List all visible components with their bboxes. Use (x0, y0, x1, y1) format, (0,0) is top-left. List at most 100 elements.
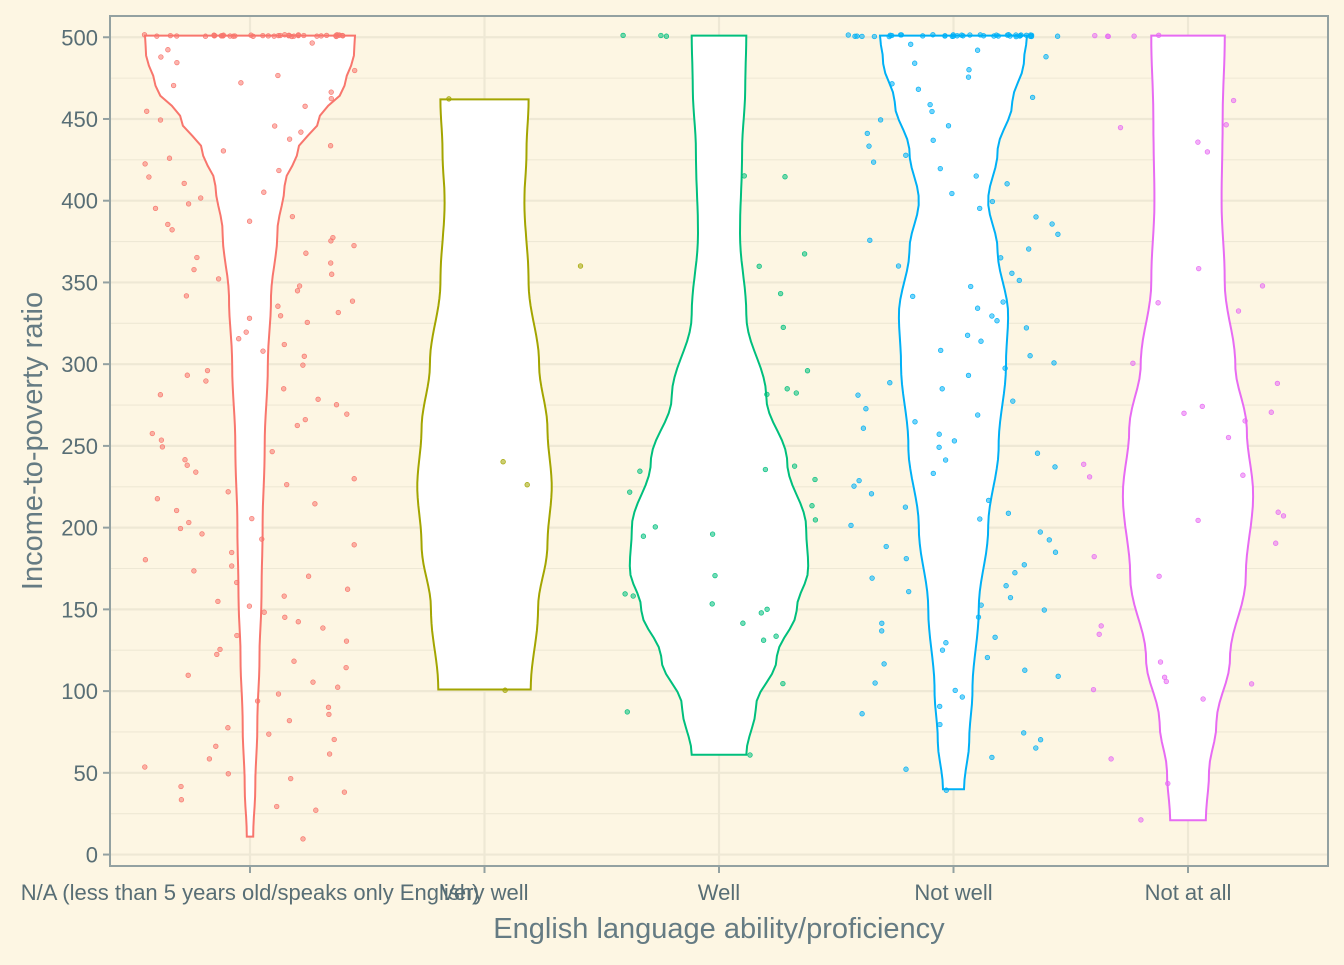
y-tick-label: 250 (61, 434, 98, 459)
data-point (577, 263, 584, 269)
data-point (1131, 33, 1137, 39)
data-point (860, 425, 867, 431)
data-point (994, 318, 1000, 324)
data-point (288, 775, 294, 782)
data-point (1043, 54, 1049, 60)
data-point (524, 482, 530, 488)
data-point (709, 531, 716, 537)
x-axis-title: English language ability/proficiency (493, 913, 945, 945)
data-point (906, 588, 912, 595)
data-point (296, 283, 303, 289)
data-point (977, 205, 983, 212)
data-point (177, 525, 184, 532)
data-point (274, 803, 280, 810)
data-point (246, 315, 253, 321)
data-point (898, 32, 905, 38)
data-point (309, 40, 315, 46)
data-point (912, 419, 918, 425)
data-point (1051, 360, 1057, 366)
data-point (712, 572, 718, 579)
data-point (630, 593, 636, 599)
data-point (340, 33, 346, 39)
data-point (989, 754, 995, 761)
data-point (1081, 461, 1087, 467)
data-point (975, 614, 982, 620)
data-point (1248, 681, 1255, 687)
data-point (930, 32, 936, 38)
data-point (1130, 360, 1136, 366)
data-point (992, 634, 998, 640)
data-point (236, 336, 242, 342)
y-axis-title: Income-to-poverty ratio (17, 292, 49, 590)
data-point (1052, 464, 1058, 470)
data-point (993, 32, 1000, 38)
data-point (1033, 214, 1039, 220)
data-point (1273, 540, 1279, 546)
data-point (328, 89, 334, 95)
data-point (1029, 94, 1036, 101)
data-point (709, 601, 715, 607)
data-point (879, 628, 885, 634)
data-point (741, 173, 747, 179)
data-point (144, 108, 150, 114)
data-point (1003, 583, 1009, 589)
data-point (289, 213, 296, 220)
data-point (281, 341, 287, 348)
x-tick-label: Not well (914, 880, 992, 905)
data-point (206, 756, 213, 762)
data-point (658, 32, 664, 39)
data-point (930, 137, 936, 143)
data-point (341, 789, 348, 795)
data-point (1027, 353, 1033, 359)
data-point (320, 625, 326, 631)
data-point (942, 457, 949, 463)
data-point (204, 367, 211, 374)
data-point (281, 386, 287, 392)
data-point (294, 288, 301, 294)
violin-2 (416, 98, 553, 691)
jitter-points (141, 32, 1287, 842)
data-point (169, 227, 175, 233)
data-point (185, 201, 192, 207)
data-point (276, 167, 282, 174)
data-point (183, 293, 190, 299)
data-point (965, 372, 972, 379)
data-point (943, 787, 949, 793)
x-axis: N/A (less than 5 years old/speaks only E… (21, 866, 1231, 905)
data-point (238, 80, 244, 86)
data-point (1117, 124, 1124, 131)
data-point (939, 647, 946, 653)
data-point (275, 691, 282, 697)
data-point (275, 303, 281, 309)
data-point (165, 221, 171, 228)
data-point (323, 32, 330, 39)
data-point (964, 332, 971, 338)
data-point (1223, 122, 1229, 128)
data-point (1181, 410, 1187, 416)
data-point (295, 619, 301, 625)
data-point (184, 462, 190, 468)
data-point (191, 266, 197, 273)
data-point (793, 390, 799, 396)
data-point (246, 218, 253, 224)
data-point (927, 101, 933, 108)
data-point (1002, 365, 1008, 371)
data-point (157, 392, 164, 398)
data-point (333, 402, 340, 408)
data-point (277, 313, 284, 319)
data-point (854, 33, 860, 39)
data-point (282, 614, 288, 620)
data-point (502, 687, 508, 693)
data-point (1034, 450, 1041, 456)
data-point (859, 33, 865, 40)
data-point (870, 159, 877, 165)
data-point (758, 610, 764, 616)
data-point (1092, 32, 1098, 39)
data-point (1021, 562, 1027, 568)
data-point (968, 283, 974, 290)
data-point (1259, 283, 1266, 289)
data-point (352, 67, 358, 74)
data-point (500, 459, 506, 465)
data-point (186, 519, 192, 526)
data-point (1225, 434, 1232, 441)
